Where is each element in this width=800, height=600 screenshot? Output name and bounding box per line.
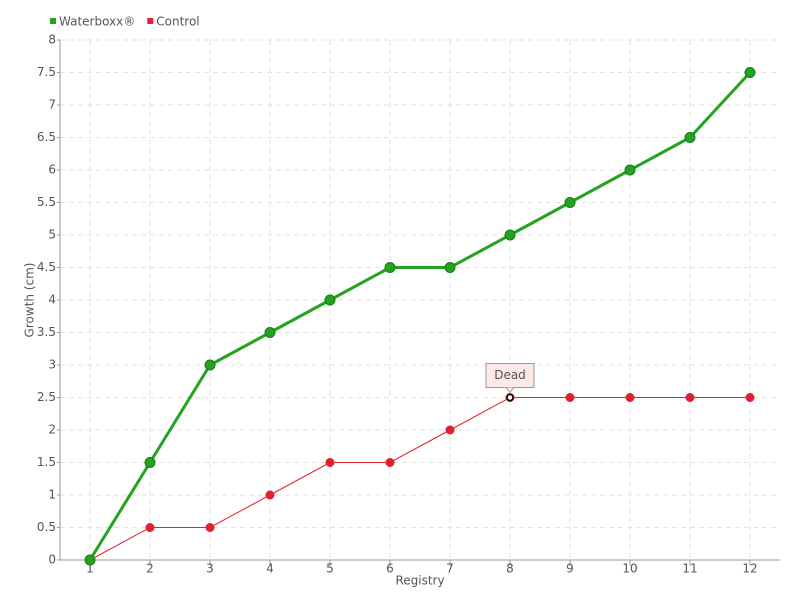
data-point	[565, 393, 575, 402]
x-tick-label: 8	[506, 562, 514, 576]
x-tick-label: 12	[742, 562, 757, 576]
x-tick-label: 4	[266, 562, 274, 576]
legend-label: Waterboxx®	[59, 15, 135, 29]
y-tick-label: 1	[48, 488, 56, 502]
x-tick-label: 2	[146, 562, 154, 576]
data-point	[264, 327, 276, 338]
y-tick-label: 2.5	[37, 390, 56, 404]
data-point	[685, 393, 695, 402]
data-point	[325, 458, 335, 467]
x-tick-label: 10	[622, 562, 637, 576]
y-tick-label: 5.5	[37, 195, 56, 209]
data-point	[445, 425, 455, 435]
annotation-marker	[506, 393, 514, 402]
y-tick-label: 3.5	[37, 325, 56, 339]
data-point	[265, 490, 275, 500]
y-tick-label: 5	[48, 228, 56, 242]
y-tick-label: 7	[48, 98, 56, 112]
data-point	[744, 67, 756, 78]
x-tick-label: 1	[86, 562, 94, 576]
x-axis-label: Registry	[395, 574, 444, 588]
data-point	[144, 457, 156, 468]
x-tick-label: 6	[386, 562, 394, 576]
data-point	[205, 523, 215, 532]
x-tick-label: 11	[682, 562, 697, 576]
data-point	[385, 458, 395, 467]
y-tick-label: 6.5	[37, 130, 56, 144]
data-point	[384, 262, 396, 273]
data-point	[84, 554, 96, 566]
data-point	[324, 294, 336, 306]
x-tick-label: 9	[566, 562, 574, 576]
series-line	[89, 397, 750, 561]
y-tick-label: 4.5	[37, 260, 56, 274]
data-point	[684, 132, 696, 143]
legend-label: Control	[156, 15, 199, 29]
data-point	[564, 197, 576, 208]
annotation-text: Dead	[494, 368, 526, 382]
y-tick-label: 0.5	[37, 520, 56, 534]
legend-swatch	[50, 18, 56, 24]
x-tick-label: 3	[206, 562, 214, 576]
series-line	[88, 71, 752, 561]
annotation-pointer	[505, 387, 515, 394]
annotation-box	[485, 363, 535, 388]
y-tick-label: 2	[48, 423, 56, 437]
y-axis-label: Growth (cm)	[23, 263, 37, 338]
data-point	[624, 164, 636, 176]
x-tick-label: 7	[446, 562, 454, 576]
y-tick-label: 3	[48, 358, 56, 372]
x-tick-label: 5	[326, 562, 334, 576]
data-point	[145, 523, 155, 532]
y-tick-label: 8	[48, 33, 56, 47]
data-point	[504, 229, 516, 241]
y-tick-label: 4	[48, 293, 56, 307]
data-point	[204, 359, 216, 371]
y-tick-label: 6	[48, 163, 56, 177]
y-tick-label: 0	[48, 553, 56, 567]
y-tick-label: 1.5	[37, 455, 56, 469]
data-point	[745, 393, 755, 402]
legend-swatch	[147, 18, 154, 24]
y-tick-label: 7.5	[37, 65, 56, 79]
data-point	[625, 393, 635, 402]
data-point	[444, 262, 456, 273]
